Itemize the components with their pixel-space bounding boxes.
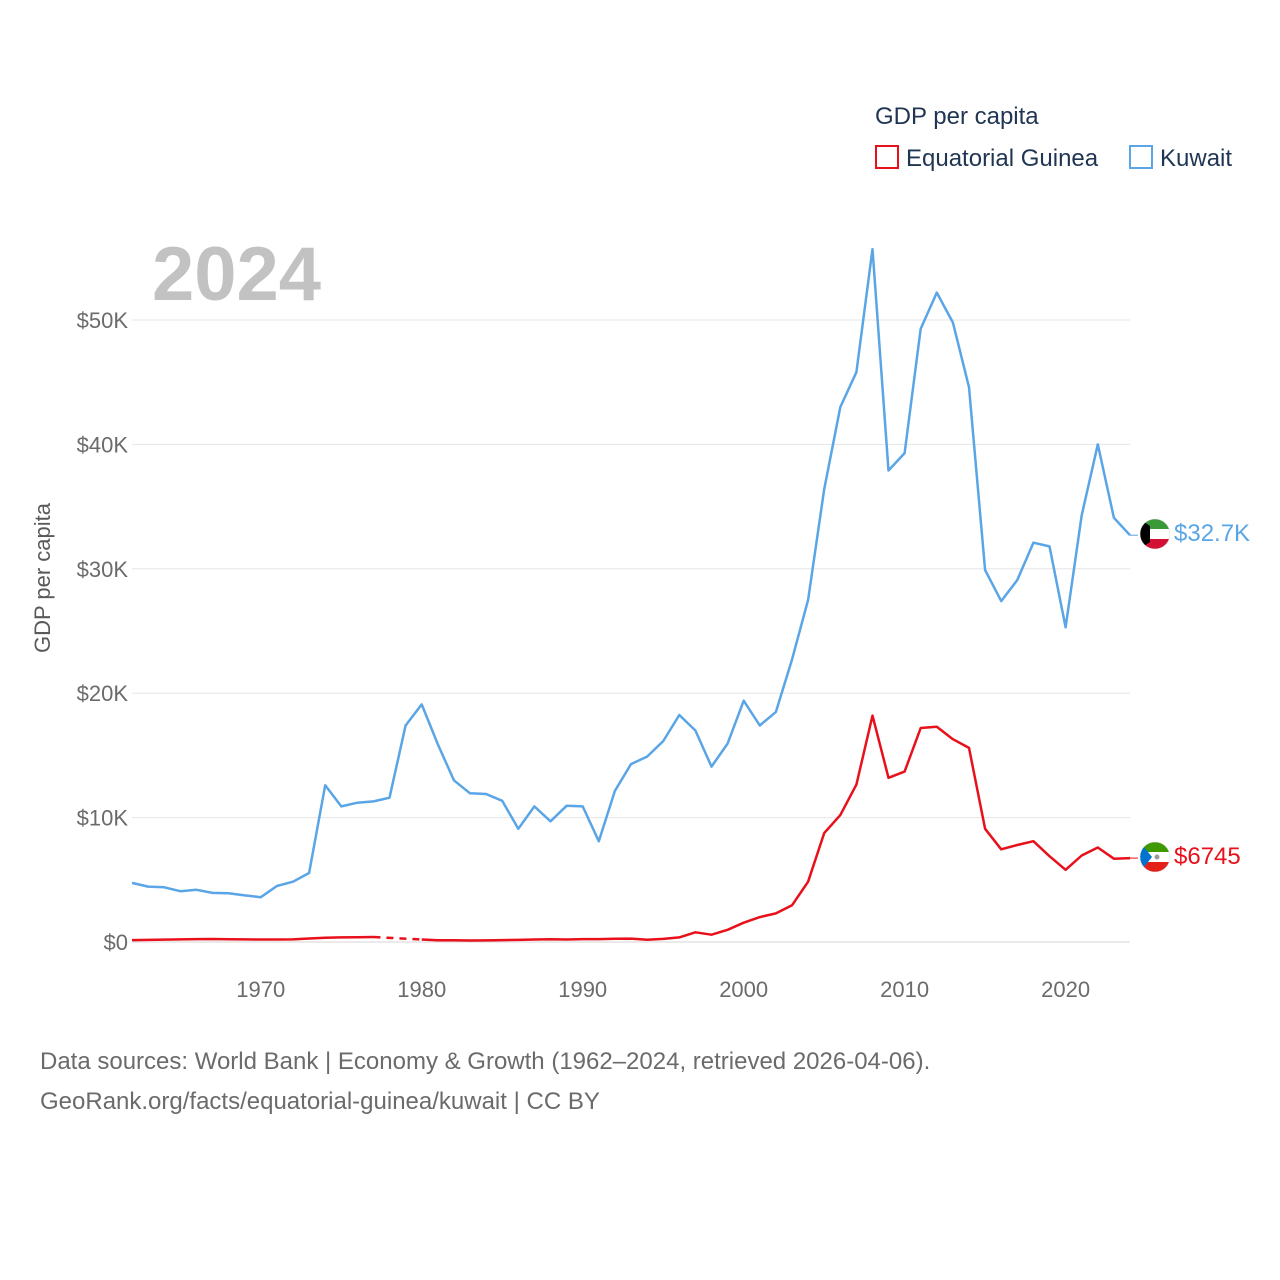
x-tick-label: 1970 xyxy=(236,977,285,1002)
legend: GDP per capita Equatorial Guinea Kuwait xyxy=(875,103,1232,172)
legend-swatch-equatorial-guinea[interactable] xyxy=(875,145,899,169)
end-label-kuwait: $32.7K xyxy=(1174,520,1250,547)
kuwait-flag-icon xyxy=(1140,519,1170,549)
y-axis-ticks: $0 $10K $20K $30K $40K $50K xyxy=(77,308,129,955)
y-tick-label: $50K xyxy=(77,308,129,333)
x-tick-label: 2000 xyxy=(719,977,768,1002)
kuwait-flag-ring xyxy=(1139,518,1171,550)
series-gap-equatorial-guinea xyxy=(373,935,422,941)
equatorial-guinea-flag-ring xyxy=(1139,841,1171,873)
x-tick-label: 2020 xyxy=(1041,977,1090,1002)
y-tick-label: $40K xyxy=(77,432,129,457)
series-line-equatorial-guinea xyxy=(131,935,374,942)
x-tick-label: 2010 xyxy=(880,977,929,1002)
series-line-kuwait xyxy=(131,247,1131,899)
y-tick-label: $20K xyxy=(77,681,129,706)
footer: Data sources: World Bank | Economy & Gro… xyxy=(40,1042,930,1122)
legend-swatch-kuwait[interactable] xyxy=(1129,145,1153,169)
legend-label-kuwait[interactable]: Kuwait xyxy=(1160,145,1232,172)
x-tick-label: 1990 xyxy=(558,977,607,1002)
grid-lines xyxy=(132,319,1130,943)
y-axis-title: GDP per capita xyxy=(30,502,55,653)
end-label-equatorial-guinea: $6745 xyxy=(1174,843,1241,870)
equatorial-guinea-flag-icon xyxy=(1140,842,1170,872)
footer-sources: Data sources: World Bank | Economy & Gro… xyxy=(40,1048,931,1075)
legend-title: GDP per capita xyxy=(875,103,1039,130)
legend-label-equatorial-guinea[interactable]: Equatorial Guinea xyxy=(906,145,1099,172)
x-axis-ticks: 1970 1980 1990 2000 2010 2020 xyxy=(236,977,1090,1002)
series-line-equatorial-guinea xyxy=(421,714,1131,942)
y-tick-label: $0 xyxy=(104,930,128,955)
y-tick-label: $10K xyxy=(77,806,129,831)
x-tick-label: 1980 xyxy=(397,977,446,1002)
year-label: 2024 xyxy=(152,232,321,317)
y-tick-label: $30K xyxy=(77,557,129,582)
series-lines xyxy=(131,247,1138,942)
footer-link[interactable]: GeoRank.org/facts/equatorial-guinea/kuwa… xyxy=(40,1088,600,1115)
